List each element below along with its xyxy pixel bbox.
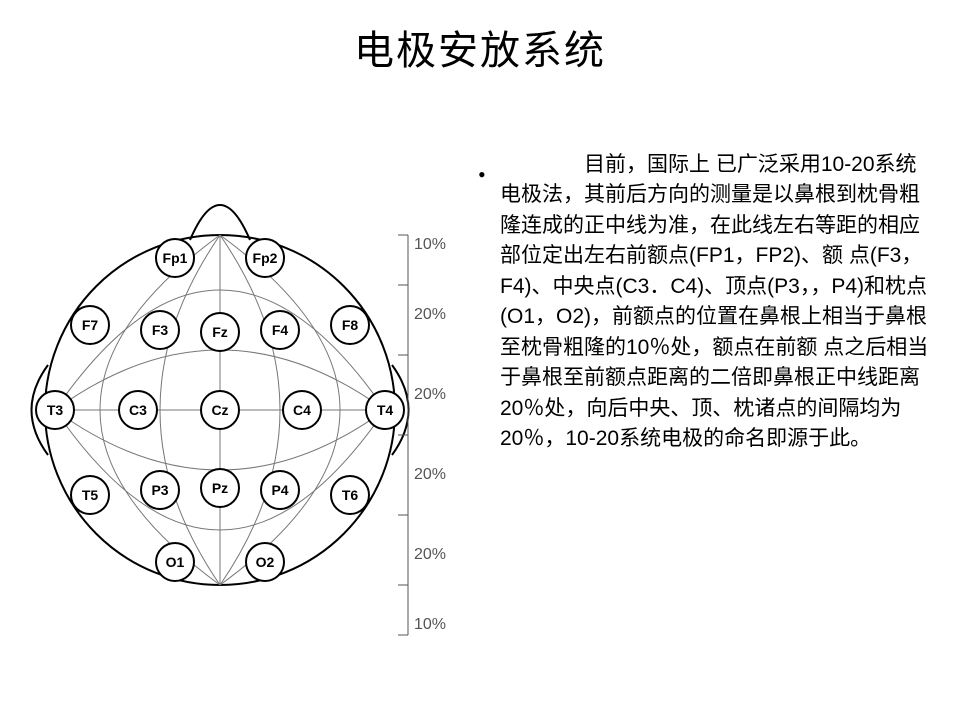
electrode-label-c3: C3	[129, 402, 147, 418]
percent-label-2: 20%	[414, 386, 446, 403]
description-text: 目前，国际上 已广泛采用10-20系统电极法，其前后方向的测量是以鼻根到枕骨粗隆…	[500, 150, 930, 454]
electrode-label-f8: F8	[342, 317, 359, 333]
electrode-label-pz: Pz	[212, 480, 228, 496]
electrode-label-f7: F7	[82, 317, 99, 333]
electrode-label-f3: F3	[152, 322, 169, 338]
bullet-marker: •	[478, 162, 486, 188]
percent-label-4: 20%	[414, 546, 446, 563]
electrode-label-fp2: Fp2	[253, 250, 278, 266]
electrode-label-fp1: Fp1	[163, 250, 188, 266]
percent-label-1: 20%	[414, 306, 446, 323]
electrode-label-t6: T6	[342, 487, 359, 503]
percent-label-0: 10%	[414, 236, 446, 253]
electrode-label-o2: O2	[256, 554, 275, 570]
electrode-label-t5: T5	[82, 487, 99, 503]
electrode-label-c4: C4	[293, 402, 311, 418]
electrode-label-p3: P3	[151, 482, 168, 498]
paragraph-text: 目前，国际上 已广泛采用10-20系统电极法，其前后方向的测量是以鼻根到枕骨粗隆…	[500, 150, 930, 454]
page-title: 电极安放系统	[0, 0, 960, 76]
electrode-label-t3: T3	[47, 402, 64, 418]
diagram-panel: 10% 20% 20% 20% 20% 10% Fp1 Fp2 F7 F3 Fz F4 F8 T3 C3 Cz…	[10, 110, 470, 670]
electrode-label-f4: F4	[272, 322, 289, 338]
slide: 电极安放系统 • 10% 20% 20% 20% 20% 10% Fp1 Fp2 F7 F3 Fz F…	[0, 0, 960, 720]
electrode-label-t4: T4	[377, 402, 394, 418]
eeg-10-20-diagram: 10% 20% 20% 20% 20% 10% Fp1 Fp2 F7 F3 Fz F4 F8 T3 C3 Cz…	[10, 110, 470, 670]
percent-label-3: 20%	[414, 466, 446, 483]
content-area: • 10% 20% 20% 20% 20% 10% Fp1 Fp2 F7 F3 Fz F4 F8 T3 C3…	[0, 110, 960, 700]
electrode-label-o1: O1	[166, 554, 185, 570]
electrode-label-fz: Fz	[212, 324, 228, 340]
electrode-label-cz: Cz	[211, 402, 228, 418]
percent-label-5: 10%	[414, 616, 446, 633]
electrode-label-p4: P4	[271, 482, 288, 498]
